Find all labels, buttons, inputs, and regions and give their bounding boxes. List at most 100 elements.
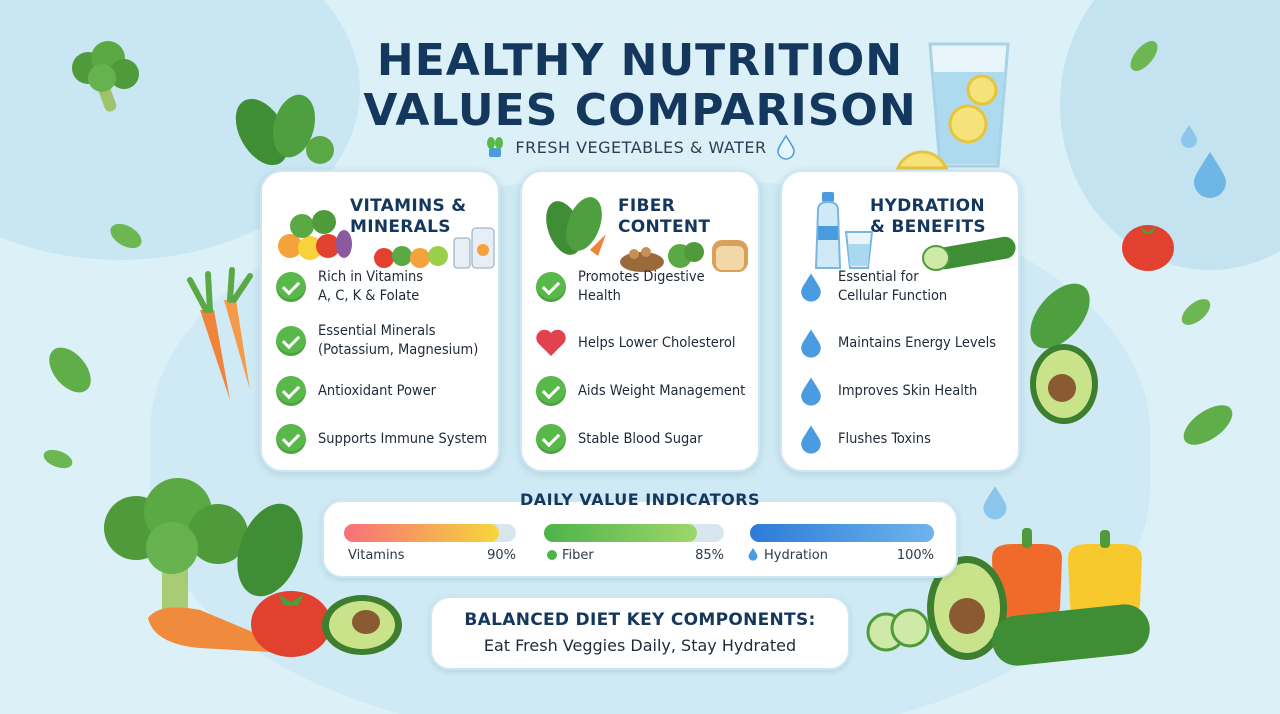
- item-text: Promotes Digestive Health: [578, 268, 705, 306]
- tomato-icon: [251, 591, 331, 657]
- cucumber-icon: [922, 236, 1016, 271]
- leaf-icon: [1130, 41, 1158, 71]
- title-line-1: HEALTHY NUTRITION: [376, 35, 904, 86]
- check-icon: [276, 326, 306, 356]
- lemon-slice-icon: [895, 150, 949, 170]
- broccoli-icon: [104, 478, 248, 618]
- list-item: Improves Skin Health: [796, 376, 1010, 406]
- item-line: Health: [578, 288, 621, 304]
- card-hydration-benefits: HYDRATION & BENEFITS Essential for Cellu…: [780, 170, 1020, 472]
- avocado-icon: [927, 556, 1007, 660]
- water-bottle-icon: [814, 192, 874, 269]
- fiber-bar-label: Fiber: [562, 548, 594, 563]
- item-text: Essential Minerals (Potassium, Magnesium…: [318, 322, 478, 360]
- item-text: Rich in Vitamins A, C, K & Folate: [318, 268, 423, 306]
- item-text: Improves Skin Health: [838, 382, 978, 399]
- daily-value-title: DAILY VALUE INDICATORS: [519, 490, 761, 509]
- fiber-bar-track: [544, 524, 724, 542]
- check-icon: [536, 272, 566, 302]
- card-fiber-content: FIBER CONTENT Promotes Digestive Health …: [520, 170, 760, 472]
- item-line: Essential for: [838, 269, 919, 285]
- list-item: Stable Blood Sugar: [536, 424, 750, 454]
- list-item: Essential for Cellular Function: [796, 268, 1010, 306]
- check-icon: [276, 272, 306, 302]
- hydration-bar-fill: [750, 524, 934, 542]
- card-title-line: & BENEFITS: [870, 217, 986, 237]
- subtitle-text: FRESH VEGETABLES & WATER: [515, 137, 767, 157]
- hydration-bar-track: [750, 524, 934, 542]
- avocado-icon: [1030, 344, 1098, 424]
- leaf-icon: [43, 449, 73, 469]
- spinach-icon: [546, 197, 606, 256]
- card-title: FIBER CONTENT: [618, 196, 710, 238]
- balanced-diet-panel: BALANCED DIET KEY COMPONENTS: Eat Fresh …: [430, 596, 850, 670]
- list-item: Aids Weight Management: [536, 376, 750, 406]
- avocado-icon: [322, 595, 402, 655]
- water-drop-icon: [776, 134, 795, 160]
- balanced-diet-title: BALANCED DIET KEY COMPONENTS:: [464, 610, 816, 630]
- leaf-icon: [1181, 299, 1211, 325]
- vitamins-bar-label: Vitamins: [348, 548, 405, 563]
- vegetables-supplements-icon: [374, 227, 495, 269]
- water-drop-icon: [748, 547, 758, 561]
- card-title-line: HYDRATION: [870, 196, 985, 216]
- hydration-bar-value: 100%: [896, 548, 934, 563]
- list-item: Rich in Vitamins A, C, K & Folate: [276, 268, 490, 306]
- leaf-icon: [49, 347, 91, 393]
- spinach-leaf-icon: [237, 503, 303, 597]
- broccoli-icon: [72, 41, 139, 112]
- subtitle: FRESH VEGETABLES & WATER: [440, 134, 840, 160]
- item-text: Maintains Energy Levels: [838, 334, 997, 351]
- card-vitamins-minerals: VITAMINS & MINERALS Rich in Vitamins A, …: [260, 170, 500, 472]
- item-line: A, C, K & Folate: [318, 288, 420, 304]
- item-text: Essential for Cellular Function: [838, 268, 947, 306]
- card-title-line: CONTENT: [618, 217, 711, 237]
- water-drop-icon: [796, 272, 826, 302]
- list-item: Antioxidant Power: [276, 376, 490, 406]
- item-line: Promotes Digestive: [578, 269, 705, 285]
- item-text: Stable Blood Sugar: [578, 430, 703, 447]
- leaf-icon: [110, 223, 142, 249]
- fiber-bar-fill: [544, 524, 697, 542]
- list-item: Helps Lower Cholesterol: [536, 328, 750, 358]
- balanced-diet-subtitle: Eat Fresh Veggies Daily, Stay Hydrated: [483, 636, 797, 655]
- list-item: Flushes Toxins: [796, 424, 1010, 454]
- card-header: FIBER CONTENT: [536, 184, 748, 274]
- fruits-vegetables-icon: [278, 210, 352, 260]
- water-drop-icon: [796, 328, 826, 358]
- water-drop-icon: [983, 486, 1007, 520]
- list-item: Supports Immune System: [276, 424, 490, 454]
- item-text: Aids Weight Management: [578, 382, 746, 399]
- leaf-icon: [1183, 405, 1233, 445]
- grains-bread-icon: [620, 240, 748, 272]
- title-line-2: VALUES COMPARISON: [363, 85, 917, 136]
- item-line: Rich in Vitamins: [318, 269, 424, 285]
- list-item: Promotes Digestive Health: [536, 268, 750, 306]
- spinach-leaf-icon: [235, 94, 334, 166]
- vitamins-bar-value: 90%: [487, 548, 516, 563]
- bell-pepper-icon: [1068, 530, 1142, 620]
- bell-pepper-icon: [992, 528, 1062, 624]
- vitamins-bar-fill: [344, 524, 499, 542]
- item-text: Flushes Toxins: [838, 430, 931, 447]
- card-header: VITAMINS & MINERALS: [276, 184, 495, 274]
- check-icon: [536, 376, 566, 406]
- water-drop-icon: [1181, 125, 1197, 148]
- cucumber-slice-icon: [866, 608, 930, 652]
- water-glass-icon: [928, 42, 1010, 168]
- fiber-bar-value: 85%: [695, 548, 724, 563]
- check-icon: [276, 424, 306, 454]
- vitamins-bar-track: [344, 524, 516, 542]
- item-line: (Potassium, Magnesium): [318, 342, 479, 358]
- fiber-dot-icon: [547, 550, 557, 560]
- hydration-bar-label: Hydration: [764, 548, 828, 563]
- tomato-icon: [1122, 225, 1174, 271]
- item-line: Essential Minerals: [318, 323, 436, 339]
- cucumber-icon: [992, 604, 1150, 666]
- carrot-icon: [187, 267, 253, 400]
- card-title-line: FIBER: [618, 196, 676, 216]
- list-item: Maintains Energy Levels: [796, 328, 1010, 358]
- check-icon: [536, 424, 566, 454]
- water-drop-icon: [796, 376, 826, 406]
- item-text: Helps Lower Cholesterol: [578, 334, 736, 351]
